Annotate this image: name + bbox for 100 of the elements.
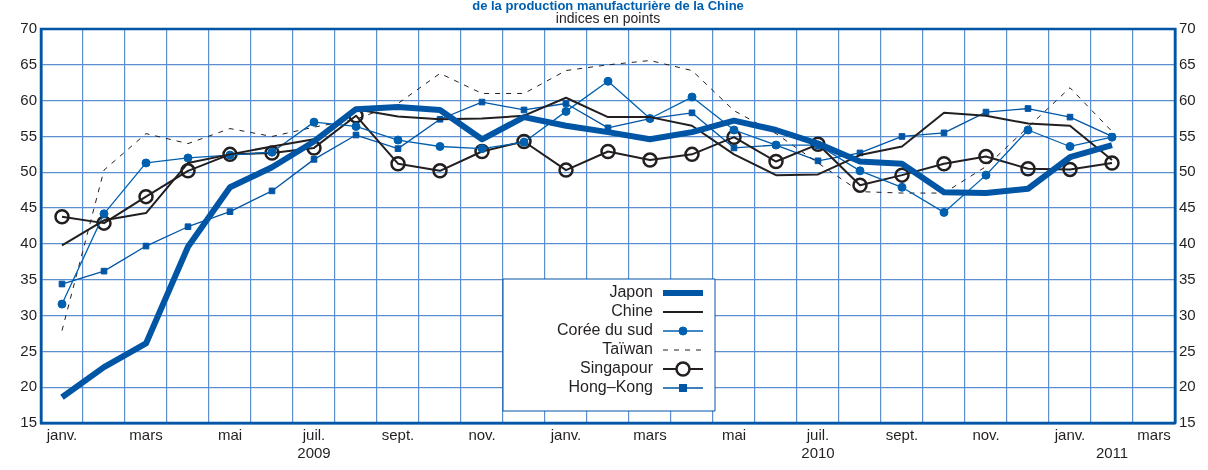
point xyxy=(58,280,66,288)
legend-label: Chine xyxy=(611,302,654,320)
y2-tick-label: 40 xyxy=(1179,234,1196,252)
point xyxy=(687,92,697,102)
y2-tick-label: 30 xyxy=(1179,305,1196,323)
y2-tick-label: 70 xyxy=(1179,19,1196,37)
point xyxy=(978,148,994,165)
point xyxy=(180,163,196,179)
x-tick-label: janv. xyxy=(45,426,78,444)
point xyxy=(600,143,616,160)
point xyxy=(264,145,280,161)
point xyxy=(142,242,150,250)
y-tick-label: 30 xyxy=(20,305,37,323)
y2-tick-label: 65 xyxy=(1179,54,1196,72)
y-tick-label: 55 xyxy=(20,126,37,144)
x-tick-label: juil. 2009 xyxy=(297,426,331,462)
legend-label: Taïwan xyxy=(602,340,653,358)
y2-tick-label: 50 xyxy=(1179,162,1196,180)
x-tick-label: nov. xyxy=(972,426,1000,444)
point xyxy=(936,155,952,172)
y2-tick-label: 25 xyxy=(1179,341,1196,359)
y-tick-label: 35 xyxy=(20,269,37,287)
point xyxy=(562,100,570,107)
point xyxy=(351,121,361,131)
point xyxy=(1104,155,1120,171)
point xyxy=(57,299,67,309)
x-tick-label: sept. xyxy=(885,426,919,444)
y2-tick-label: 60 xyxy=(1179,90,1196,108)
point xyxy=(642,152,658,168)
point xyxy=(558,162,574,178)
legend-label: Japon xyxy=(609,283,653,301)
point xyxy=(897,182,907,192)
point xyxy=(141,158,151,168)
y2-tick-label: 15 xyxy=(1179,413,1196,431)
point xyxy=(939,207,949,217)
chart-subtitle: indices en points xyxy=(555,9,661,26)
point xyxy=(684,146,700,163)
point xyxy=(222,146,238,163)
y2-tick-label: 20 xyxy=(1179,377,1196,395)
point xyxy=(268,187,276,195)
x-tick-label: janv. xyxy=(549,426,582,444)
legend-label: Singapour xyxy=(580,359,654,377)
legend-label: Hong–Kong xyxy=(568,378,653,396)
point xyxy=(1066,113,1074,121)
point xyxy=(1023,125,1033,135)
point xyxy=(184,223,192,231)
point xyxy=(516,133,532,150)
point xyxy=(226,208,234,215)
point xyxy=(1020,160,1036,177)
point xyxy=(768,153,784,170)
point xyxy=(99,209,109,219)
point xyxy=(520,106,528,114)
point xyxy=(390,155,406,172)
point xyxy=(393,135,403,145)
point xyxy=(1024,105,1032,112)
x-tick-label: mars xyxy=(129,426,163,444)
y-tick-label: 40 xyxy=(20,234,37,252)
point xyxy=(1062,161,1078,178)
point xyxy=(394,145,402,152)
point xyxy=(478,98,486,106)
point xyxy=(894,167,910,183)
point xyxy=(726,129,742,145)
point xyxy=(54,208,70,225)
point xyxy=(729,125,739,135)
point xyxy=(940,129,948,137)
x-tick-label: nov. xyxy=(468,426,496,444)
point xyxy=(814,157,822,165)
x-tick-label: janv. xyxy=(1053,426,1086,444)
y-tick-label: 45 xyxy=(20,198,37,216)
point xyxy=(1065,141,1075,151)
point xyxy=(603,76,613,86)
y2-tick-label: 45 xyxy=(1179,198,1196,216)
x-tick-label: mai xyxy=(217,426,243,444)
y-tick-label: 70 xyxy=(20,19,37,37)
point xyxy=(898,133,906,140)
point xyxy=(981,170,991,180)
point xyxy=(561,106,571,116)
x-tick-label: 2011 xyxy=(1095,444,1129,462)
x-tick-label: mars xyxy=(1137,426,1171,444)
x-tick-label: juil. 2010 xyxy=(801,426,835,462)
y-tick-label: 65 xyxy=(20,54,37,72)
point xyxy=(183,153,193,163)
point xyxy=(310,156,318,163)
point xyxy=(688,109,696,117)
y-tick-label: 25 xyxy=(20,341,37,359)
y-tick-label: 20 xyxy=(20,377,37,395)
x-tick-label: mars xyxy=(633,426,667,444)
point xyxy=(852,177,868,193)
y-tick-label: 60 xyxy=(20,90,37,108)
y2-tick-label: 35 xyxy=(1179,269,1196,287)
point xyxy=(100,267,108,275)
point xyxy=(435,141,445,151)
point xyxy=(309,117,319,127)
legend-label: Corée du sud xyxy=(556,321,653,339)
y-tick-label: 50 xyxy=(20,162,37,180)
point xyxy=(352,131,360,139)
x-tick-label: mai xyxy=(721,426,747,444)
point xyxy=(855,166,865,176)
point xyxy=(96,215,112,231)
point xyxy=(138,188,154,205)
